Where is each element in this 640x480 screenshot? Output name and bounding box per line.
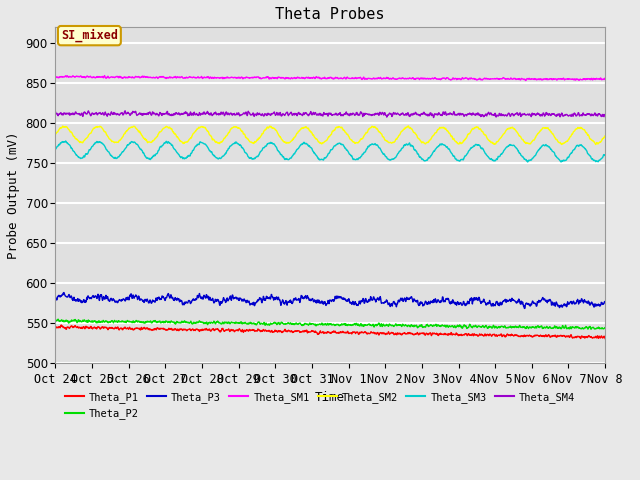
Line: Theta_SM1: Theta_SM1: [56, 76, 605, 81]
Line: Theta_SM2: Theta_SM2: [56, 126, 605, 144]
Text: SI_mixed: SI_mixed: [61, 29, 118, 42]
Theta_P3: [566, 299, 574, 305]
Theta_SM1: [566, 76, 574, 82]
Theta_P3: [60, 290, 67, 296]
Theta_SM2: [431, 131, 438, 137]
Theta_SM3: [52, 146, 60, 152]
Theta_P3: [62, 294, 70, 300]
X-axis label: Time: Time: [316, 391, 345, 404]
Theta_P3: [521, 306, 529, 312]
Theta_P2: [566, 324, 574, 330]
Theta_P2: [52, 318, 60, 324]
Theta_P2: [587, 326, 595, 332]
Theta_P2: [300, 321, 308, 326]
Theta_SM4: [429, 115, 437, 120]
Theta_SM4: [52, 108, 60, 114]
Line: Theta_SM4: Theta_SM4: [56, 111, 605, 118]
Theta_P3: [333, 293, 340, 299]
Theta_SM2: [150, 137, 157, 143]
Theta_SM3: [300, 140, 308, 145]
Theta_SM1: [100, 73, 108, 79]
Theta_P3: [300, 294, 308, 300]
Theta_SM4: [566, 113, 574, 119]
Theta_SM4: [62, 110, 70, 116]
Theta_SM1: [300, 75, 308, 81]
Y-axis label: Probe Output (mV): Probe Output (mV): [7, 132, 20, 259]
Theta_P1: [566, 334, 574, 340]
Theta_P2: [431, 323, 438, 328]
Theta_P3: [601, 300, 609, 305]
Line: Theta_P3: Theta_P3: [56, 293, 605, 309]
Theta_P1: [150, 327, 158, 333]
Theta_P2: [333, 321, 340, 327]
Line: Theta_SM3: Theta_SM3: [56, 141, 605, 162]
Theta_SM1: [62, 73, 70, 79]
Theta_P2: [150, 318, 158, 324]
Theta_SM4: [300, 112, 308, 118]
Theta_SM4: [333, 112, 340, 118]
Theta_P1: [431, 331, 438, 336]
Theta_SM1: [431, 75, 438, 81]
Theta_P3: [431, 299, 438, 305]
Theta_SM3: [601, 152, 609, 158]
Theta_SM2: [62, 124, 70, 130]
Theta_P2: [601, 324, 609, 330]
Theta_P1: [300, 329, 308, 335]
Theta_SM3: [62, 139, 70, 144]
Theta_P2: [54, 316, 62, 322]
Theta_SM1: [150, 75, 158, 81]
Theta_P2: [62, 317, 70, 323]
Theta_SM2: [601, 133, 609, 139]
Theta_P1: [52, 324, 60, 330]
Theta_SM2: [404, 123, 412, 129]
Theta_SM4: [150, 110, 158, 116]
Theta_P1: [601, 336, 609, 341]
Theta_P3: [150, 298, 158, 304]
Theta_SM1: [52, 73, 60, 79]
Line: Theta_P1: Theta_P1: [56, 325, 605, 338]
Theta_P3: [52, 294, 60, 300]
Theta_SM2: [52, 132, 60, 137]
Theta_SM1: [333, 75, 340, 81]
Theta_SM2: [333, 125, 340, 131]
Theta_SM3: [431, 148, 438, 154]
Theta_SM1: [522, 78, 529, 84]
Theta_P1: [333, 330, 340, 336]
Theta_SM2: [566, 134, 574, 140]
Theta_SM4: [601, 114, 609, 120]
Theta_P1: [58, 322, 65, 328]
Theta_SM1: [601, 75, 609, 81]
Theta_SM4: [122, 108, 129, 114]
Theta_SM3: [333, 142, 340, 147]
Theta_SM3: [150, 152, 158, 158]
Line: Theta_P2: Theta_P2: [56, 319, 605, 329]
Theta_SM4: [431, 111, 439, 117]
Theta_SM3: [557, 159, 565, 165]
Title: Theta Probes: Theta Probes: [275, 7, 385, 22]
Legend: Theta_P1, Theta_P2, Theta_P3, Theta_SM1, Theta_SM2, Theta_SM3, Theta_SM4: Theta_P1, Theta_P2, Theta_P3, Theta_SM1,…: [61, 388, 579, 423]
Theta_SM2: [300, 125, 308, 131]
Theta_SM3: [62, 138, 70, 144]
Theta_P1: [62, 326, 70, 332]
Theta_SM3: [566, 151, 574, 157]
Theta_P1: [577, 336, 584, 341]
Theta_SM2: [592, 142, 600, 147]
